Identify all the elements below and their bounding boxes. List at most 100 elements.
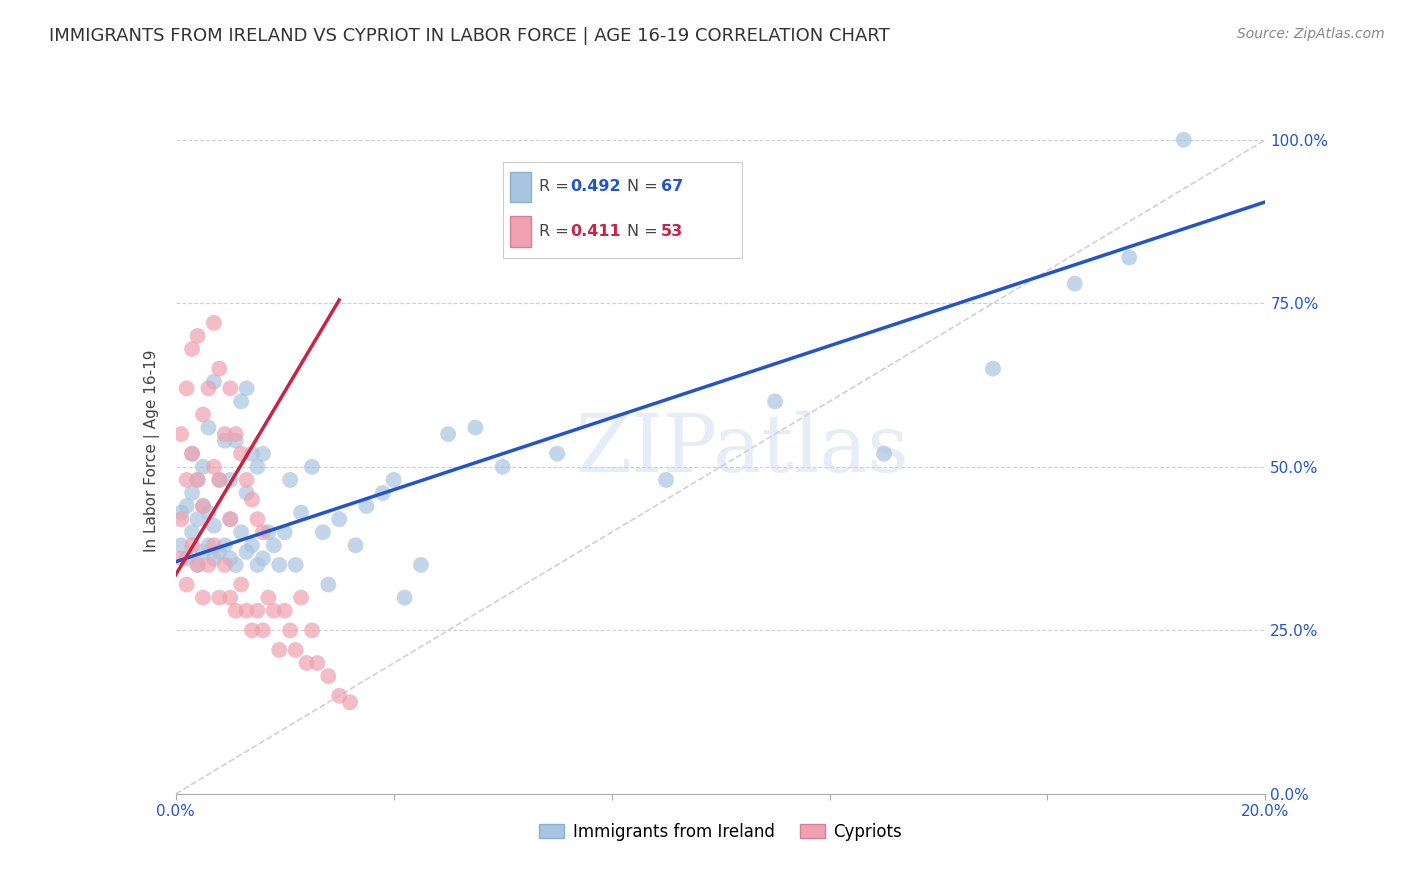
Point [290, 506, 312, 520]
Point [290, 591, 312, 605]
Point [1173, 133, 1195, 147]
Point [409, 558, 432, 572]
Point [181, 525, 204, 540]
Point [295, 656, 318, 670]
Point [191, 499, 214, 513]
Point [274, 604, 297, 618]
Point [208, 545, 231, 559]
Point [181, 538, 204, 552]
Point [197, 506, 219, 520]
Point [437, 427, 460, 442]
Point [382, 473, 405, 487]
Point [219, 551, 242, 566]
Text: 0.492: 0.492 [569, 179, 620, 194]
Point [186, 473, 209, 487]
Point [252, 447, 274, 461]
Point [208, 473, 231, 487]
Point [186, 473, 209, 487]
Point [235, 545, 257, 559]
Text: 53: 53 [661, 224, 683, 239]
Point [170, 538, 193, 552]
Point [269, 558, 291, 572]
Point [170, 427, 193, 442]
Point [284, 643, 307, 657]
Point [186, 512, 209, 526]
Point [191, 408, 214, 422]
Point [208, 473, 231, 487]
Point [318, 577, 340, 591]
Point [263, 538, 285, 552]
Point [181, 447, 204, 461]
Point [186, 558, 209, 572]
Point [278, 473, 301, 487]
Point [252, 551, 274, 566]
Point [284, 558, 307, 572]
Point [356, 499, 378, 513]
Point [318, 669, 340, 683]
Point [170, 551, 193, 566]
Point [231, 394, 253, 409]
Point [219, 473, 242, 487]
Point [246, 459, 269, 474]
Point [981, 361, 1004, 376]
Point [312, 525, 335, 540]
Text: R =: R = [538, 179, 574, 194]
Text: IMMIGRANTS FROM IRELAND VS CYPRIOT IN LABOR FORCE | AGE 16-19 CORRELATION CHART: IMMIGRANTS FROM IRELAND VS CYPRIOT IN LA… [49, 27, 890, 45]
Point [328, 689, 350, 703]
Point [170, 512, 193, 526]
Point [371, 486, 394, 500]
Point [219, 512, 242, 526]
Point [225, 558, 247, 572]
Text: 67: 67 [661, 179, 683, 194]
Point [231, 577, 253, 591]
Point [274, 525, 297, 540]
Point [186, 329, 209, 343]
Point [763, 394, 786, 409]
Point [246, 604, 269, 618]
Point [235, 473, 257, 487]
Point [181, 447, 204, 461]
Point [225, 434, 247, 448]
Point [873, 447, 896, 461]
Point [176, 551, 198, 566]
Point [235, 486, 257, 500]
Point [208, 591, 231, 605]
Point [257, 525, 280, 540]
Point [181, 342, 204, 356]
Point [246, 558, 269, 572]
Point [191, 499, 214, 513]
Point [240, 538, 263, 552]
Point [225, 604, 247, 618]
Point [202, 375, 225, 389]
Point [176, 577, 198, 591]
Point [197, 420, 219, 434]
Point [269, 643, 291, 657]
Point [235, 604, 257, 618]
Point [307, 656, 329, 670]
Point [191, 591, 214, 605]
Point [214, 538, 236, 552]
Point [214, 427, 236, 442]
Point [202, 518, 225, 533]
Point [301, 624, 323, 638]
Point [240, 492, 263, 507]
Point [191, 545, 214, 559]
Point [219, 591, 242, 605]
Point [240, 447, 263, 461]
Point [301, 459, 323, 474]
Point [197, 558, 219, 572]
FancyBboxPatch shape [510, 216, 531, 246]
Legend: Immigrants from Ireland, Cypriots: Immigrants from Ireland, Cypriots [533, 816, 908, 847]
Point [202, 538, 225, 552]
Point [1118, 251, 1140, 265]
FancyBboxPatch shape [510, 171, 531, 202]
Point [263, 604, 285, 618]
Point [202, 459, 225, 474]
Point [202, 551, 225, 566]
Point [246, 512, 269, 526]
Point [231, 447, 253, 461]
Point [208, 361, 231, 376]
Point [492, 459, 515, 474]
Point [225, 427, 247, 442]
Text: N =: N = [627, 224, 664, 239]
